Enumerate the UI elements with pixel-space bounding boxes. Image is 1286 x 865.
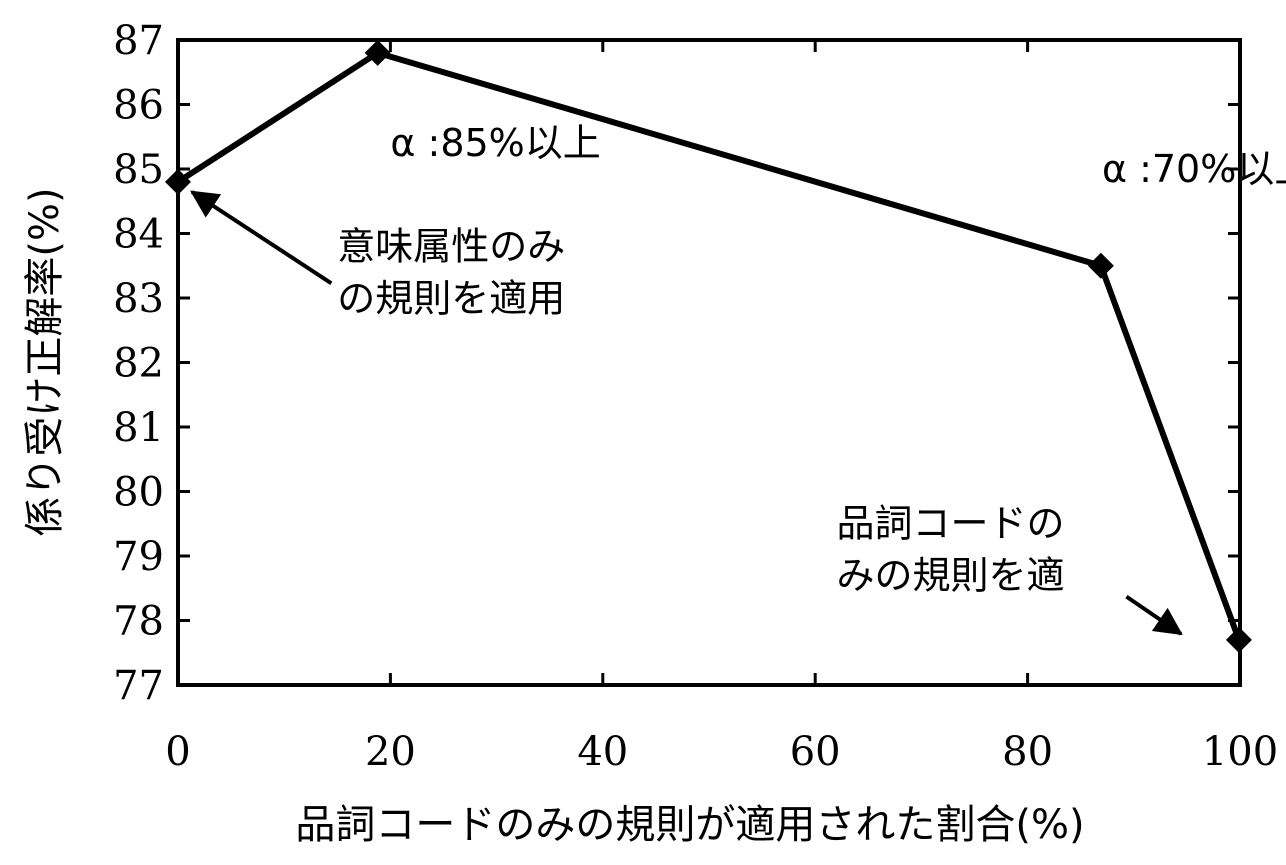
y-tick-label: 86 bbox=[113, 83, 164, 129]
annotation-line: の規則を適用 bbox=[337, 276, 565, 320]
y-axis-ticks: 77 78 79 80 81 82 83 84 85 86 87 bbox=[113, 18, 1240, 709]
annotation-arrow bbox=[1125, 594, 1183, 636]
plot-frame bbox=[176, 38, 1242, 687]
x-tick-label: 0 bbox=[165, 729, 190, 775]
y-tick-label: 84 bbox=[113, 212, 164, 258]
x-axis-title: 品詞コードのみの規則が適用された割合(%) bbox=[295, 802, 1084, 848]
y-tick-label: 87 bbox=[113, 18, 164, 64]
annotation-line: みの規則を適 bbox=[836, 554, 1064, 598]
y-axis-title: 係り受け正解率(%) bbox=[22, 187, 68, 536]
annotation-semantic-rules: 意味属性のみの規則を適用 bbox=[337, 224, 565, 320]
x-tick-label: 40 bbox=[577, 729, 628, 775]
x-tick-label: 20 bbox=[365, 729, 416, 775]
x-axis-ticks: 0 20 40 60 80 100 bbox=[165, 40, 1278, 775]
annotation-alpha85: α :85%以上 bbox=[390, 121, 600, 165]
data-point-marker bbox=[1225, 626, 1252, 653]
series-layer bbox=[165, 39, 1252, 653]
annotation-arrow bbox=[190, 190, 333, 285]
y-tick-label: 81 bbox=[113, 405, 164, 451]
x-tick-label: 100 bbox=[1202, 729, 1278, 775]
y-tick-label: 85 bbox=[113, 147, 164, 193]
y-tick-label: 82 bbox=[113, 341, 164, 387]
y-tick-label: 83 bbox=[113, 276, 164, 322]
x-tick-label: 60 bbox=[790, 729, 841, 775]
data-point-marker bbox=[364, 39, 391, 66]
annotation-line: 意味属性のみ bbox=[337, 224, 565, 268]
y-tick-label: 80 bbox=[113, 470, 164, 516]
y-tick-label: 77 bbox=[113, 663, 164, 709]
data-point-marker bbox=[165, 168, 191, 195]
annotation-pos-code-rules: 品詞コードのみの規則を適 bbox=[836, 502, 1064, 598]
series-line bbox=[176, 49, 1242, 641]
data-point-marker bbox=[1087, 252, 1114, 279]
x-tick-label: 80 bbox=[1002, 729, 1053, 775]
y-tick-label: 78 bbox=[113, 599, 164, 645]
annotation-layer: α :85%以上 α :70%以上意味属性のみの規則を適用品詞コードのみの規則を適 bbox=[190, 121, 1286, 636]
annotation-line: 品詞コードの bbox=[836, 502, 1064, 546]
annotation-alpha70: α :70%以上 bbox=[1102, 147, 1286, 191]
y-tick-label: 79 bbox=[113, 534, 164, 580]
annotation-line: α :85%以上 bbox=[390, 121, 600, 165]
annotation-line: α :70%以上 bbox=[1102, 147, 1286, 191]
